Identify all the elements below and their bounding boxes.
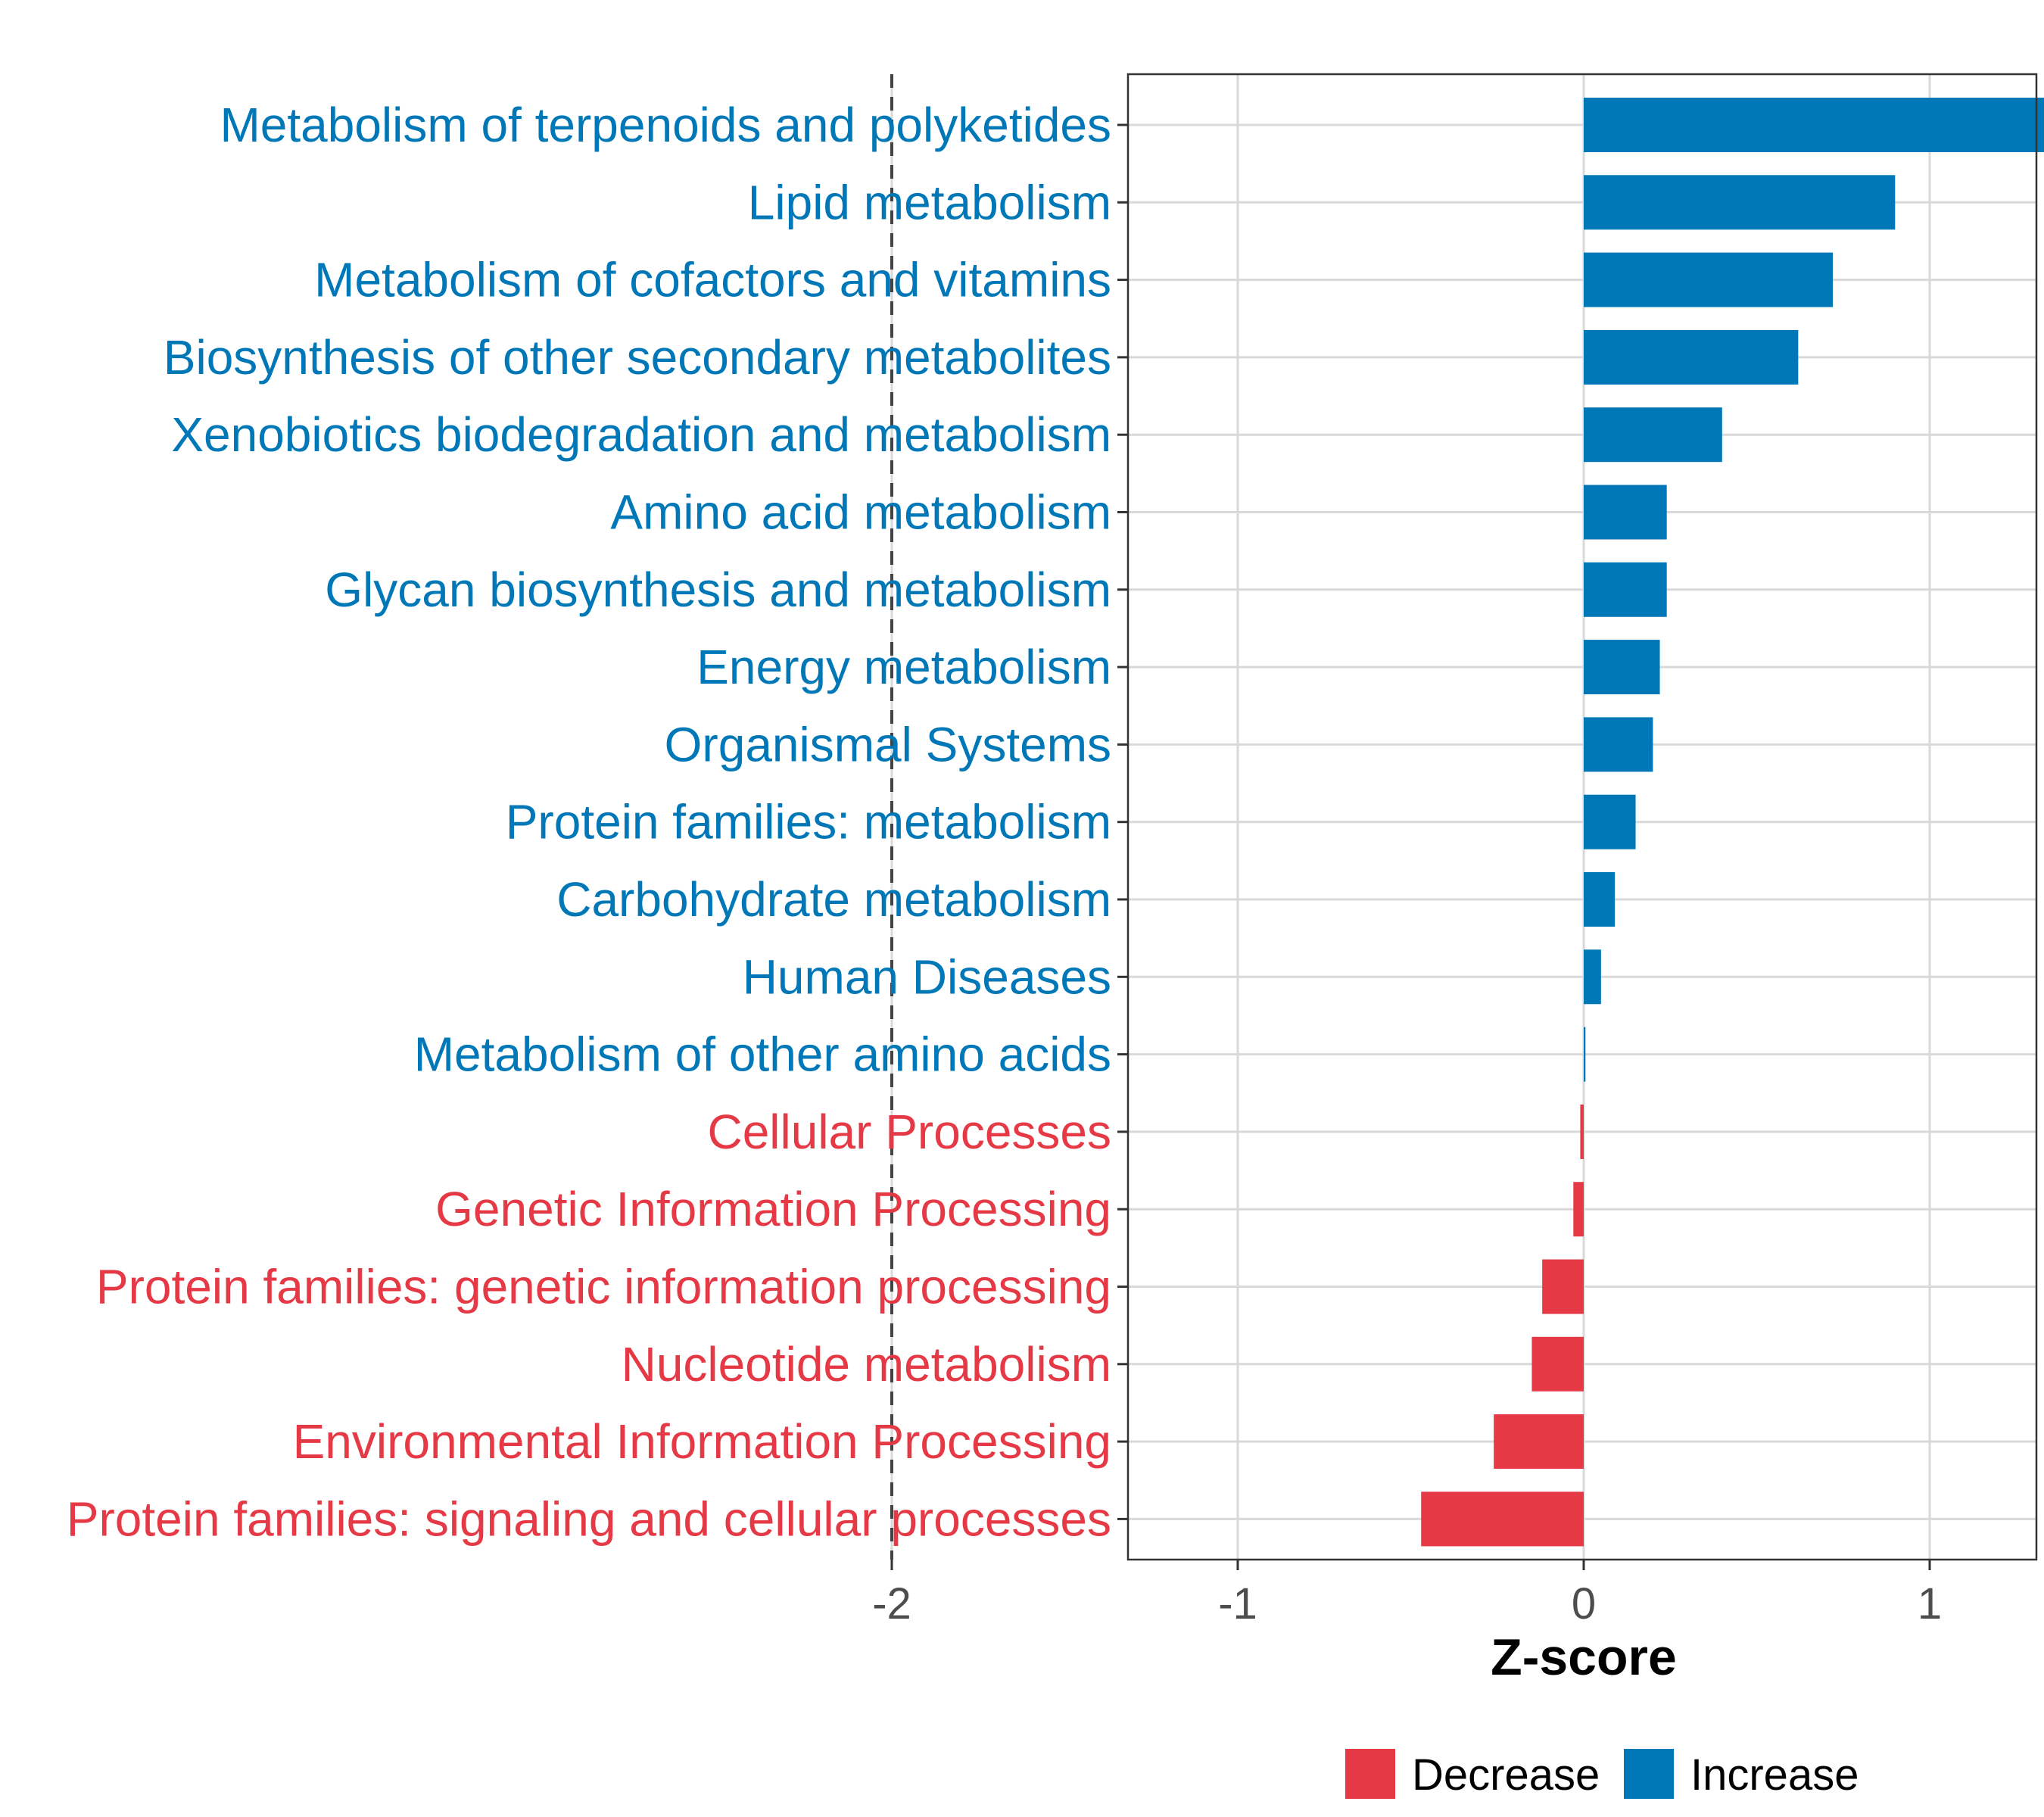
bar [1584, 485, 1667, 540]
bar [1531, 1336, 1584, 1392]
category-label: Metabolism of cofactors and vitamins [314, 253, 1111, 307]
category-label: Glycan biosynthesis and metabolism [325, 563, 1111, 617]
x-tick-label: -2 [872, 1579, 911, 1628]
bar [1584, 1027, 1586, 1082]
category-label: Protein families: metabolism [506, 795, 1111, 849]
category-label: Environmental Information Processing [293, 1414, 1111, 1469]
category-label: Energy metabolism [696, 640, 1111, 694]
plot-panel-border [1126, 73, 2038, 1561]
x-tick-label: -1 [1218, 1579, 1257, 1628]
bar [1421, 1491, 1584, 1547]
category-label: Metabolism of other amino acids [414, 1027, 1111, 1082]
category-label: Metabolism of terpenoids and polyketides [220, 98, 1111, 152]
bar [1584, 329, 1799, 385]
x-axis-title: Z-score [1491, 1628, 1677, 1686]
bar [1573, 1182, 1584, 1237]
x-tick-label: 0 [1572, 1579, 1596, 1628]
category-label: Protein families: signaling and cellular… [67, 1491, 1111, 1546]
bar [1584, 562, 1667, 617]
x-tick-label: 1 [1918, 1579, 1942, 1628]
bar [1584, 640, 1660, 695]
bar [1584, 717, 1653, 772]
legend-label: Increase [1690, 1750, 1859, 1800]
category-label: Biosynthesis of other secondary metaboli… [164, 330, 1111, 385]
bar [1494, 1414, 1584, 1469]
bar [1584, 872, 1616, 927]
reference-lines [890, 74, 893, 1560]
bar [1584, 407, 1722, 463]
category-label: Genetic Information Processing [435, 1182, 1111, 1236]
category-label: Cellular Processes [707, 1105, 1111, 1159]
bar [1542, 1259, 1584, 1314]
category-label: Human Diseases [743, 949, 1111, 1004]
bar [1584, 98, 2044, 152]
category-label: Protein families: genetic information pr… [96, 1260, 1111, 1314]
category-label: Organismal Systems [665, 717, 1111, 771]
bar [1584, 794, 1636, 849]
category-label: Xenobiotics biodegradation and metabolis… [171, 407, 1111, 462]
category-label: Lipid metabolism [748, 175, 1111, 229]
bar [1580, 1104, 1584, 1159]
category-labels: Metabolism of terpenoids and polyketides… [67, 98, 1128, 1546]
bar [1584, 252, 1834, 307]
legend: Decrease Increase [1345, 1749, 1859, 1800]
bar-layer [1421, 98, 2044, 1547]
category-label: Carbohydrate metabolism [556, 872, 1111, 927]
legend-label: Decrease [1412, 1750, 1600, 1800]
x-axis-ticks: -2-1012 [872, 1560, 1942, 1628]
legend-swatch [1345, 1749, 1395, 1799]
category-label: Amino acid metabolism [610, 485, 1111, 540]
category-label: Nucleotide metabolism [622, 1337, 1111, 1392]
legend-swatch [1624, 1749, 1674, 1799]
bar [1584, 949, 1601, 1005]
bar [1584, 175, 1896, 230]
